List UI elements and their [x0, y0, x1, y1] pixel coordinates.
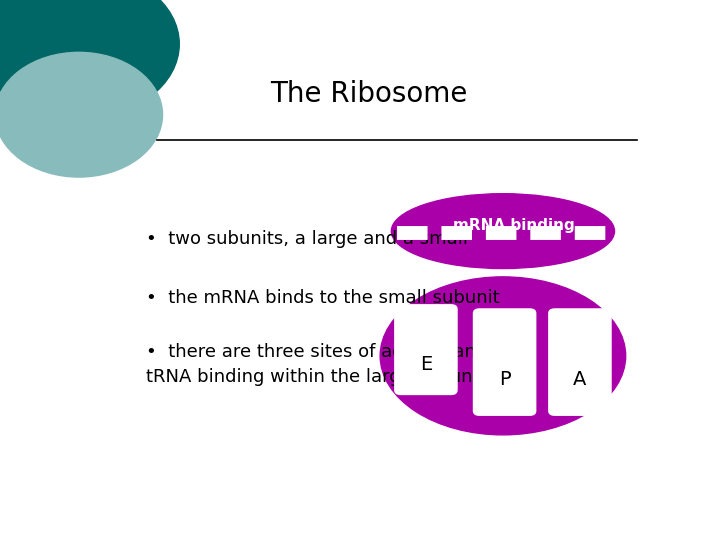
FancyBboxPatch shape	[548, 308, 612, 416]
Text: •  two subunits, a large and a small: • two subunits, a large and a small	[145, 231, 468, 248]
FancyBboxPatch shape	[473, 308, 536, 416]
Text: •  there are three sites of activity and
tRNA binding within the large subunit: • there are three sites of activity and …	[145, 343, 487, 386]
Text: •  the mRNA binds to the small subunit: • the mRNA binds to the small subunit	[145, 289, 500, 307]
Circle shape	[0, 0, 179, 119]
Text: E: E	[420, 355, 432, 374]
Circle shape	[0, 52, 163, 177]
Text: mRNA binding: mRNA binding	[453, 218, 575, 233]
Ellipse shape	[392, 194, 615, 268]
Text: P: P	[499, 370, 510, 389]
FancyBboxPatch shape	[394, 304, 458, 395]
Ellipse shape	[380, 277, 626, 435]
Text: The Ribosome: The Ribosome	[270, 80, 468, 108]
Text: A: A	[573, 370, 587, 389]
